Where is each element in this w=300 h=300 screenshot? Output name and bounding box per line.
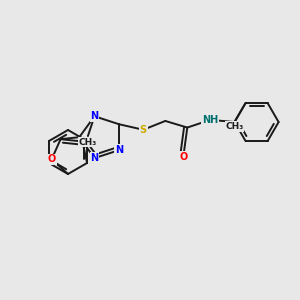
Text: S: S bbox=[140, 125, 147, 135]
Text: CH₃: CH₃ bbox=[79, 138, 97, 147]
Text: NH: NH bbox=[202, 115, 218, 125]
Text: O: O bbox=[47, 154, 56, 164]
Text: CH₃: CH₃ bbox=[226, 122, 244, 131]
Text: N: N bbox=[90, 111, 99, 121]
Text: N: N bbox=[115, 145, 123, 155]
Text: N: N bbox=[90, 153, 99, 163]
Text: O: O bbox=[180, 152, 188, 162]
